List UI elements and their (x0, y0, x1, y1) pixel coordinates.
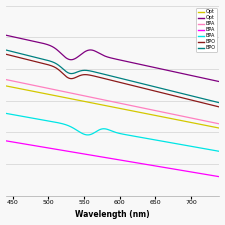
X-axis label: Wavelength (nm): Wavelength (nm) (75, 210, 150, 219)
Legend: Opt, Opt, BPA, BPA, BPA, BPO, BPO: Opt, Opt, BPA, BPA, BPA, BPO, BPO (196, 8, 217, 52)
